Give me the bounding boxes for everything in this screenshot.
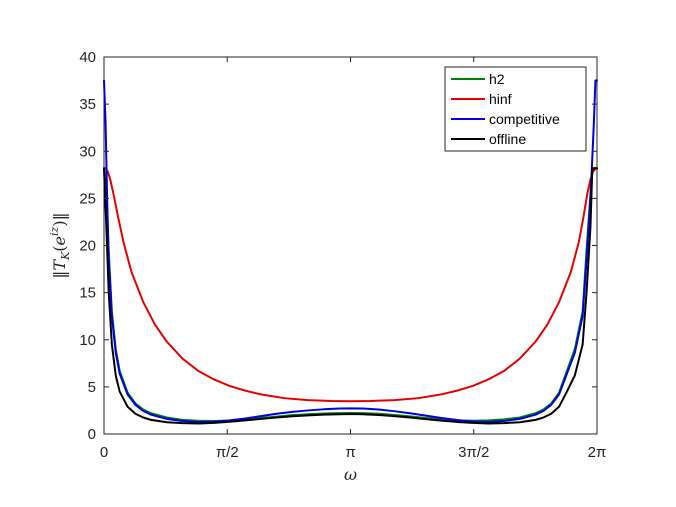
y-axis-label: ‖TK(eiz)‖ [48,212,72,278]
series-line-offline [103,167,598,425]
ticks-layer: 0 π/2 π 3π/2 2π 0 5 10 15 20 25 30 35 40 [79,49,606,461]
legend-label-competitive: competitive [489,111,560,127]
legend-box [444,66,587,152]
legend-items: h2 hinf competitive offline [451,71,560,147]
y-tick-label: 25 [79,190,96,207]
y-tick-label: 30 [79,143,96,160]
y-axis-label-text: ‖TK(eiz)‖ [48,212,72,278]
x-tick-label: 3π/2 [458,444,489,461]
legend-label-offline: offline [489,131,526,147]
y-tick-label: 15 [79,285,96,302]
x-tick-label: 0 [100,444,108,461]
y-tick-label: 35 [79,96,96,113]
x-tick-label: π/2 [216,444,239,461]
x-tick-label: 2π [588,444,607,461]
legend: h2 hinf competitive offline [444,66,587,152]
y-tick-label: 20 [79,238,96,255]
legend-label-hinf: hinf [489,91,512,107]
y-tick-label: 10 [79,332,96,349]
y-tick-label: 5 [88,379,96,396]
series-layer [103,79,598,425]
x-axis-label: ω [344,465,357,484]
y-tick-label: 40 [79,49,96,66]
y-tick-label: 0 [88,426,96,443]
x-tick-label: π [345,444,355,461]
series-line-competitive [103,79,598,423]
series-line-hinf [103,167,598,403]
legend-label-h2: h2 [489,71,505,87]
